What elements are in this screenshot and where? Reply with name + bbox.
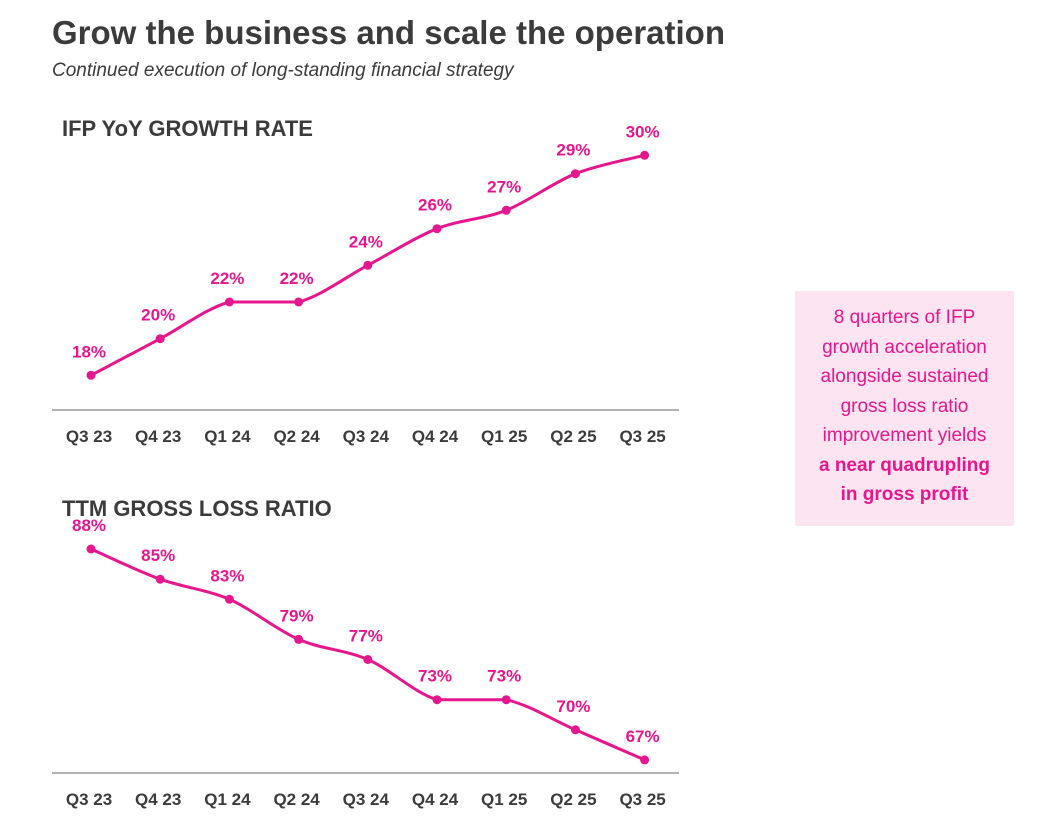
growth-chart-title: IFP YoY GROWTH RATE <box>62 116 313 141</box>
data-label: 27% <box>487 177 521 196</box>
tick-label: Q2 24 <box>273 790 320 809</box>
data-label: 18% <box>72 342 106 361</box>
data-point <box>363 655 373 664</box>
data-point <box>86 370 96 380</box>
data-point <box>432 224 442 234</box>
data-label: 73% <box>487 667 521 686</box>
callout-line-4: gross loss ratio <box>840 395 969 417</box>
callout-line-1: 8 quarters of IFP <box>833 307 976 328</box>
callout-line-5: improvement yields <box>822 425 987 446</box>
data-label: 20% <box>141 306 175 325</box>
data-point <box>640 755 650 765</box>
data-label: 73% <box>418 667 452 686</box>
data-label: 22% <box>280 269 314 288</box>
tick-label: Q2 25 <box>550 790 596 809</box>
tick-label: Q2 24 <box>273 427 320 446</box>
tick-label: Q3 23 <box>66 790 112 809</box>
growth-rate-line-chart: 18% Q3 23 20% Q4 23 22% Q1 24 22% Q2 24 24% Q3 24… <box>52 122 679 446</box>
tick-label: Q2 25 <box>550 427 596 446</box>
callout-bold-line-1: a near quadrupling <box>818 454 991 476</box>
data-point <box>570 725 580 735</box>
data-label: 22% <box>210 269 244 288</box>
tick-label: Q4 23 <box>135 790 181 809</box>
tick-label: Q4 24 <box>412 427 459 446</box>
data-label: 88% <box>72 516 106 535</box>
data-label: 29% <box>556 141 590 160</box>
tick-label: Q3 25 <box>619 790 665 809</box>
tick-label: Q1 25 <box>481 427 527 446</box>
data-label: 77% <box>349 627 383 646</box>
data-point <box>501 695 511 705</box>
tick-label: Q3 24 <box>343 790 390 809</box>
callout-line-3: alongside sustained <box>820 366 989 387</box>
data-label: 79% <box>280 606 314 625</box>
data-point <box>432 695 442 705</box>
loss-ratio-chart-title: TTM GROSS LOSS RATIO <box>62 496 332 521</box>
tick-label: Q1 24 <box>204 427 251 446</box>
data-label: 26% <box>418 196 452 215</box>
tick-label: Q3 24 <box>343 427 390 446</box>
callout-bold-line-2: in gross profit <box>840 484 969 505</box>
data-label: 83% <box>210 566 244 585</box>
data-label: 67% <box>626 727 660 746</box>
loss-ratio-line-chart: 88% Q3 23 85% Q4 23 83% Q1 24 79% Q2 24 77% Q3 24… <box>52 516 679 809</box>
data-label: 70% <box>556 697 590 716</box>
tick-label: Q3 23 <box>66 427 112 446</box>
page-subtitle: Continued execution of long-standing fin… <box>52 60 514 81</box>
callout-line-2: growth acceleration <box>822 336 987 358</box>
data-point <box>294 297 304 307</box>
data-point <box>363 260 373 270</box>
tick-label: Q1 24 <box>204 790 251 809</box>
series-line <box>89 547 647 762</box>
data-point <box>86 544 96 554</box>
data-point <box>640 150 650 160</box>
page-title: Grow the business and scale the operatio… <box>52 14 725 51</box>
data-point <box>224 297 234 307</box>
tick-label: Q4 24 <box>412 790 459 809</box>
data-point <box>501 205 511 215</box>
tick-label: Q1 25 <box>481 790 527 809</box>
data-label: 30% <box>626 122 660 141</box>
tick-label: Q3 25 <box>619 427 665 446</box>
data-point <box>224 594 234 604</box>
data-point <box>155 574 165 584</box>
data-label: 85% <box>141 546 175 565</box>
data-point <box>155 334 165 344</box>
tick-label: Q4 23 <box>135 427 181 446</box>
data-point <box>570 169 580 179</box>
data-label: 24% <box>349 232 383 251</box>
data-point <box>294 634 304 644</box>
callout-box: 8 quarters of IFP growth acceleration al… <box>795 291 1014 526</box>
